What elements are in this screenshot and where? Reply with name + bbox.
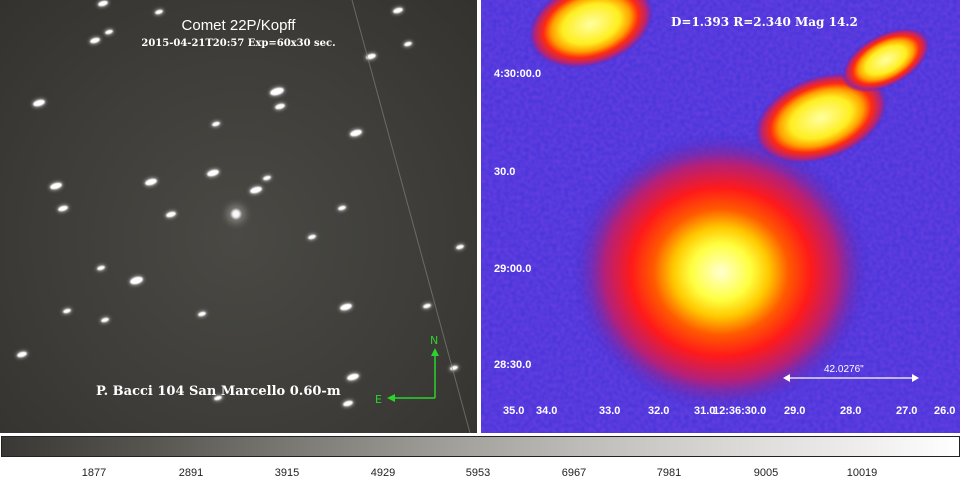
colorbar-tick: 2891 [178,467,204,479]
ra-tick: 29.0 [784,405,806,417]
false-color-panel: D=1.393 R=2.340 Mag 14.2 4:30:00.0 30.0 … [481,0,960,433]
colorbar-tick: 9005 [753,467,779,479]
ra-tick: 26.0 [934,405,956,417]
dec-tick: 30.0 [494,166,516,178]
ra-tick: 32.0 [648,405,670,417]
colorbar-tick: 3915 [274,467,300,479]
heatmap-image [481,0,960,433]
colorbar-tick: 6967 [561,467,587,479]
colorbar-tick: 5953 [465,467,491,479]
image-title: Comet 22P/Kopff [181,17,296,34]
ra-tick: 34.0 [536,405,558,417]
dec-tick: 28:30.0 [494,359,532,371]
colorbar-tick: 7981 [656,467,682,479]
observer-credit: P. Bacci 104 San Marcello 0.60-m [96,384,341,399]
colorbar-gradient [1,436,960,457]
raw-image-panel: Comet 22P/Kopff 2015-04-21T20:57 Exp=60x… [0,0,477,433]
ra-tick: 12:36:30.0 [713,405,767,417]
colorbar-area: 1877 2891 3915 4929 5953 6967 7981 9005 … [0,433,960,487]
scale-bar-label: 42.0276" [824,364,864,375]
ra-tick: 33.0 [599,405,621,417]
ra-tick: 27.0 [896,405,918,417]
ra-tick: 31.0 [694,405,716,417]
compass-east-label: E [375,393,382,406]
dec-tick: 4:30:00.0 [494,68,542,80]
satellite-streak [351,0,471,433]
orbit-magnitude-label: D=1.393 R=2.340 Mag 14.2 [671,15,858,29]
ra-tick: 35.0 [503,405,525,417]
scale-bar [783,374,919,382]
colorbar-tick: 1877 [81,467,107,479]
comet-nucleus [230,208,242,220]
colorbar-tick: 10019 [846,467,878,479]
panel-divider [477,0,481,433]
ra-tick: 28.0 [840,405,862,417]
image-subtitle: 2015-04-21T20:57 Exp=60x30 sec. [141,38,336,49]
compass-arrows [387,348,439,402]
dec-tick: 29:00.0 [494,263,532,275]
colorbar-tick: 4929 [370,467,396,479]
compass-north-label: N [430,334,439,347]
